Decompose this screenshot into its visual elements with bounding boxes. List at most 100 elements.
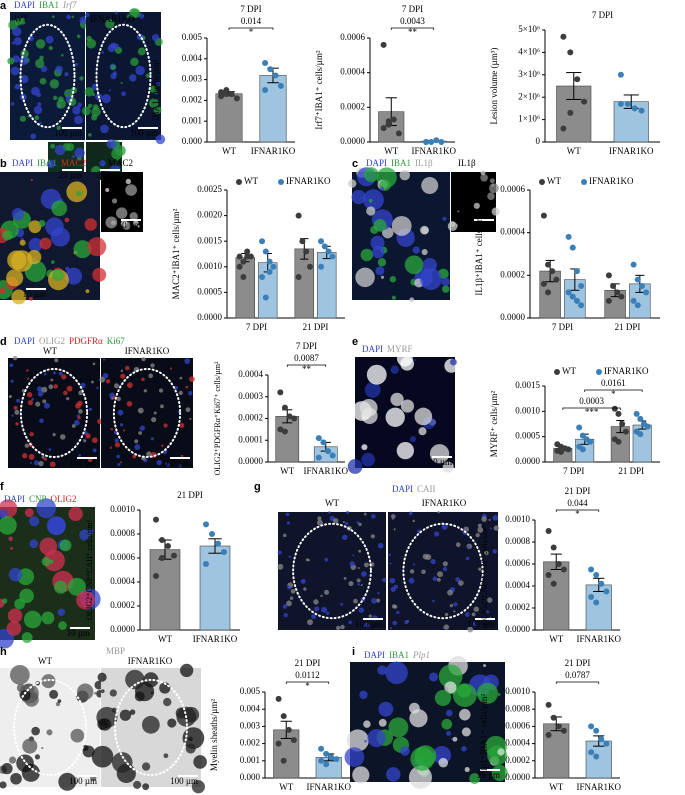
- micrograph-signal: [344, 747, 365, 767]
- data-point: [153, 573, 159, 579]
- micrograph-signal: [368, 198, 373, 203]
- data-point: [622, 428, 629, 435]
- chart-title: 7 DPI: [592, 10, 613, 20]
- data-point: [423, 139, 430, 145]
- data-point: [557, 448, 564, 455]
- micrograph-signal: [146, 451, 152, 457]
- micrograph-signal: [444, 612, 449, 617]
- data-point: [555, 561, 562, 567]
- data-point: [555, 723, 562, 730]
- micrograph-signal: [139, 425, 146, 431]
- micrograph-signal: [420, 268, 442, 290]
- micrograph-signal: [100, 689, 105, 694]
- panel-letter: h: [0, 646, 7, 658]
- micrograph-signal: [412, 563, 416, 566]
- data-point: [275, 740, 282, 747]
- micrograph-signal: [54, 580, 68, 594]
- micrograph-signal: [183, 706, 200, 723]
- micrograph-signal: [155, 134, 166, 145]
- data-point: [611, 405, 618, 412]
- micrograph-signal: [117, 462, 121, 467]
- micrograph-signal: [96, 386, 99, 390]
- data-point: [262, 248, 269, 255]
- micrograph-signal: [59, 434, 66, 440]
- stain-label: DAPI: [366, 158, 387, 168]
- data-point: [610, 283, 617, 289]
- micrograph-signal: [46, 516, 66, 536]
- y-tick-label: 0.0005: [197, 286, 222, 296]
- micrograph-signal: [363, 720, 371, 728]
- micrograph-signal: [328, 511, 331, 514]
- micrograph-signal: [488, 183, 499, 194]
- data-point: [390, 116, 397, 123]
- data-point: [159, 537, 165, 543]
- micrograph-signal: [110, 64, 116, 70]
- micrograph-signal: [441, 523, 448, 530]
- micrograph-signal: [39, 77, 47, 85]
- scale-label: 100 µm: [54, 128, 82, 138]
- micrograph-signal: [409, 569, 415, 574]
- micrograph-signal: [41, 747, 44, 750]
- stain-label: DAPI: [362, 344, 383, 354]
- x-tick-label: WT: [384, 146, 398, 156]
- data-point: [428, 139, 435, 145]
- micrograph-signal: [109, 689, 117, 697]
- significance-bracket: [555, 509, 600, 512]
- micrograph-signal: [342, 534, 348, 541]
- micrograph-signal: [2, 598, 8, 604]
- micrograph-signal: [386, 767, 401, 782]
- data-point: [321, 243, 328, 250]
- micrograph-signal: [16, 754, 34, 773]
- y-tick-label: 0.0000: [505, 772, 530, 782]
- micrograph-signal: [115, 207, 128, 219]
- data-point: [587, 438, 594, 445]
- micrograph-signal: [385, 407, 405, 427]
- micrograph-signal: [174, 385, 179, 390]
- micrograph-signal: [371, 514, 376, 519]
- micrograph-signal: [286, 600, 292, 607]
- micrograph-signal: [28, 453, 35, 460]
- micrograph-signal: [362, 189, 384, 211]
- y-tick-label: 4×10⁶: [518, 46, 540, 56]
- data-point: [630, 297, 637, 304]
- data-point: [299, 238, 306, 245]
- stain-label: MBP: [106, 646, 125, 656]
- panel-letter: b: [0, 158, 7, 170]
- micrograph-signal: [455, 577, 461, 582]
- micrograph-signal: [305, 558, 309, 562]
- scale-label: 100 µm: [355, 619, 383, 629]
- y-axis-label: IBA1⁺ cells/µm²: [151, 59, 161, 120]
- micrograph-signal: [443, 624, 450, 630]
- micrograph-signal: [447, 589, 454, 596]
- micrograph-signal: [143, 389, 147, 393]
- micrograph-signal: [129, 212, 138, 221]
- micrograph-signal: [492, 514, 499, 521]
- x-tick-label: WT: [567, 146, 581, 156]
- micrograph-signal: [388, 553, 391, 557]
- micrograph-signal: [85, 433, 91, 439]
- data-point: [638, 283, 645, 289]
- micrograph-signal: [487, 192, 495, 201]
- y-tick-label: 0.0000: [515, 456, 540, 466]
- micrograph-signal: [449, 603, 454, 608]
- scale-label: 20 µm: [59, 170, 82, 180]
- micrograph-signal: [409, 297, 415, 303]
- micrograph-signal: [7, 608, 23, 623]
- micrograph-signal: [59, 539, 72, 552]
- micrograph-signal: [130, 57, 139, 67]
- micrograph-signal: [77, 416, 81, 420]
- y-tick-label: 3×10⁶: [518, 69, 540, 79]
- micrograph-signal: [422, 257, 437, 273]
- micrograph-signal: [404, 255, 424, 275]
- y-tick-label: 0.003: [182, 74, 203, 84]
- data-point: [588, 749, 595, 756]
- micrograph-signal: [150, 691, 154, 695]
- micrograph-signal: [459, 708, 471, 721]
- micrograph-signal: [429, 672, 439, 682]
- micrograph-signal: [0, 287, 6, 294]
- micrograph-signal: [379, 186, 385, 191]
- micrograph-signal: [314, 606, 320, 612]
- lesion-outline: [13, 678, 87, 777]
- micrograph-signal: [15, 422, 19, 426]
- micrograph-signal: [476, 682, 499, 704]
